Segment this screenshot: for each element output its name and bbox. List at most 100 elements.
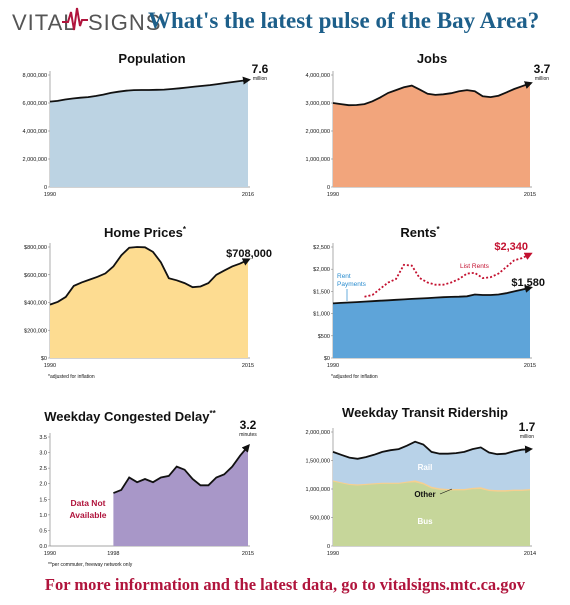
transit-title: Weekday Transit Ridership [342, 405, 508, 420]
jobs-line [332, 81, 533, 107]
home_prices-line [49, 246, 251, 306]
transit-ytick-label: 0 [327, 544, 330, 550]
rents-ytick-label: $2,500 [313, 245, 330, 251]
footer: For more information and the latest data… [0, 575, 570, 595]
header: VITAL SIGNS What's the latest pulse of t… [0, 0, 570, 40]
home_prices-ytick-label: $0 [41, 356, 47, 362]
delay-title: Weekday Congested Delay** [44, 409, 216, 424]
population-ytick-label: 2,000,000 [23, 157, 47, 163]
transit-end-value: 1.7 [519, 420, 536, 434]
rents-label-payments: Payments [337, 281, 367, 288]
delay-ytick-label: 2.0 [39, 482, 47, 488]
delay-xtick-label: 1990 [44, 551, 56, 557]
jobs-ytick-label: 0 [327, 185, 330, 191]
delay-xtick-label: 1998 [107, 551, 119, 557]
rents-label-rent: Rent [337, 273, 351, 280]
delay-ytick-label: 0.0 [39, 544, 47, 550]
delay-ytick-label: 1.5 [39, 497, 47, 503]
transit-label-rail: Rail [418, 463, 433, 472]
population-end-unit: million [253, 76, 267, 82]
footer-link[interactable]: vitalsigns.mtc.ca.gov [379, 575, 526, 594]
population-area [50, 79, 248, 187]
delay-xtick-label: 2015 [242, 551, 254, 557]
pulse-icon [62, 7, 88, 31]
jobs-ytick-label: 2,000,000 [306, 129, 330, 135]
population-ytick-label: 8,000,000 [23, 73, 47, 79]
delay-end-unit: minutes [239, 432, 257, 438]
charts-canvas: Population 8,000,000 6,000,000 4,000,000 2,0… [23, 51, 551, 568]
rents-title: Rents* [400, 225, 440, 240]
delay-ytick-label: 0.5 [39, 528, 47, 534]
population-line [49, 76, 251, 103]
transit-ytick-label: 1,000,000 [306, 487, 330, 493]
transit-ytick-label: 1,500,000 [306, 459, 330, 465]
transit-label-other: Other [414, 490, 435, 499]
home_prices-xtick-label: 2015 [242, 363, 254, 369]
transit-ytick-label: 500,000 [310, 516, 330, 522]
jobs-xtick-label: 1990 [327, 192, 339, 198]
rents-line-rent-payments [332, 285, 533, 305]
brand-signs: SIGNS [88, 10, 162, 35]
population-ytick-label: 4,000,000 [23, 129, 47, 135]
transit-end-unit: million [520, 434, 534, 440]
home_prices-xtick-label: 1990 [44, 363, 56, 369]
population-ytick-label: 0 [44, 185, 47, 191]
jobs-ytick-label: 1,000,000 [306, 157, 330, 163]
home_prices-ytick-label: $400,000 [24, 301, 47, 307]
rents-xtick-label: 2015 [524, 363, 536, 369]
transit-xtick-label: 1990 [327, 551, 339, 557]
population-xtick-label: 1990 [44, 192, 56, 198]
rents-ytick-label: $0 [324, 356, 330, 362]
delay-end-value: 3.2 [240, 418, 257, 432]
home_prices-title-mark: * [183, 225, 187, 234]
rents-title-mark: * [437, 225, 441, 234]
population-title: Population [118, 51, 185, 66]
jobs-xtick-label: 2015 [524, 192, 536, 198]
transit-label-bus: Bus [417, 517, 433, 526]
transit-line-total [332, 440, 533, 460]
rents-note: *adjusted for inflation [331, 374, 378, 380]
jobs-title: Jobs [417, 51, 447, 66]
jobs-end-unit: million [535, 76, 549, 82]
rents-ytick-label: $1,000 [313, 312, 330, 318]
page-title: What's the latest pulse of the Bay Area? [148, 8, 540, 33]
transit-area-bus [333, 481, 530, 546]
jobs-end-value: 3.7 [534, 62, 551, 76]
delay-ytick-label: 1.0 [39, 513, 47, 519]
transit-xtick-label: 2014 [524, 551, 536, 557]
home_prices-ytick-label: $600,000 [24, 273, 47, 279]
population-xtick-label: 2016 [242, 192, 254, 198]
delay-area [113, 446, 249, 546]
rents-ytick-label: $500 [318, 334, 330, 340]
rents-line-list-rents [364, 252, 533, 298]
home_prices-area [50, 247, 248, 358]
jobs-ytick-label: 4,000,000 [306, 73, 330, 79]
home_prices-ytick-label: $200,000 [24, 328, 47, 334]
transit-label-other-pointer [439, 488, 453, 495]
delay-ytick-label: 3.5 [39, 435, 47, 441]
rents-xtick-label: 1990 [327, 363, 339, 369]
rents-label-list-rents: List Rents [460, 263, 490, 270]
jobs-ytick-label: 3,000,000 [306, 101, 330, 107]
jobs-area [333, 83, 530, 187]
delay-missing-label-1: Data Not [71, 498, 106, 508]
rents-end-value: $1,580 [511, 277, 545, 289]
delay-line [113, 444, 250, 494]
rents-area-rent-payments [333, 287, 530, 358]
population-ytick-label: 6,000,000 [23, 101, 47, 107]
delay-note: **per commuter, freeway network only [48, 562, 133, 568]
home_prices-ytick-label: $800,000 [24, 245, 47, 251]
home-prices-note: *adjusted for inflation [48, 374, 95, 380]
footer-text: For more information and the latest data… [44, 575, 380, 594]
rents-ytick-label: $1,500 [313, 289, 330, 295]
rents-end-value-list: $2,340 [494, 241, 528, 253]
delay-missing-label-2: Available [69, 510, 106, 520]
transit-ytick-label: 2,000,000 [306, 430, 330, 436]
home-prices-end-value: $708,000 [226, 248, 272, 260]
delay-ytick-label: 3.0 [39, 451, 47, 457]
home_prices-title: Home Prices* [104, 225, 187, 240]
delay-ytick-label: 2.5 [39, 466, 47, 472]
rents-ytick-label: $2,000 [313, 267, 330, 273]
delay-title-mark: ** [209, 409, 216, 418]
population-end-value: 7.6 [252, 62, 269, 76]
